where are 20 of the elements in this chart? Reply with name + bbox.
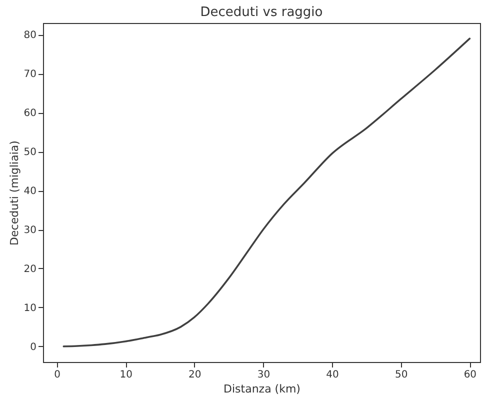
x-tick-label: 60 bbox=[464, 370, 477, 380]
x-tick-label: 0 bbox=[54, 370, 60, 380]
y-axis-title: Deceduti (migliaia) bbox=[8, 140, 21, 246]
y-tick-label: 20 bbox=[24, 264, 36, 275]
chart-title: Deceduti vs raggio bbox=[200, 5, 323, 20]
y-tick-label: 40 bbox=[24, 186, 36, 198]
y-tick-label: 10 bbox=[24, 302, 36, 314]
y-tick-label: 0 bbox=[30, 342, 36, 353]
x-tick-label: 20 bbox=[188, 370, 202, 380]
line-series bbox=[62, 38, 471, 348]
x-tick-label: 50 bbox=[394, 370, 408, 380]
x-tick-label: 30 bbox=[257, 370, 270, 380]
y-tick-label: 80 bbox=[24, 30, 36, 42]
y-tick-label: 70 bbox=[24, 69, 36, 80]
y-tick-label: 30 bbox=[24, 225, 36, 236]
x-tick-label: 40 bbox=[326, 370, 339, 380]
y-tick-label: 60 bbox=[24, 108, 36, 120]
x-axis-title: Distanza (km) bbox=[224, 382, 300, 396]
y-tick-label: 50 bbox=[24, 147, 36, 158]
x-tick-label: 10 bbox=[120, 370, 132, 380]
